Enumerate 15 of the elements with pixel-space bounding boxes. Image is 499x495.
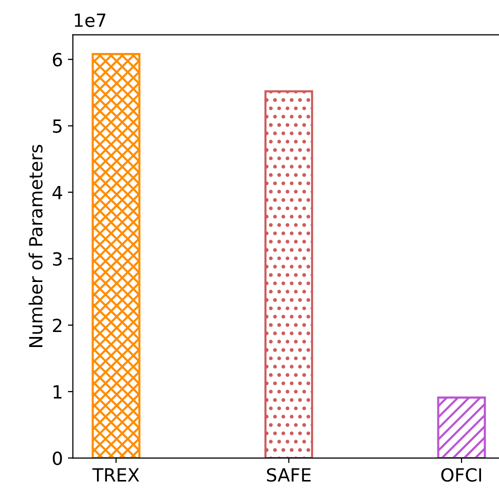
- x-tick-label: SAFE: [267, 468, 311, 482]
- bar: [264, 90, 314, 458]
- x-tick-label: OFCI: [441, 468, 482, 482]
- text: 1e7: [74, 14, 106, 28]
- y-axis-title: Number of Parameters: [28, 144, 43, 348]
- y-tick-label: 5: [53, 120, 62, 133]
- y-tick-label: 0: [52, 451, 62, 466]
- y-tick-label: 4: [52, 186, 62, 200]
- bar: [437, 396, 486, 458]
- x-tick-label: TREX: [92, 468, 140, 482]
- y-tick-label: 1: [54, 385, 62, 398]
- y-tick-label: 6: [52, 52, 62, 66]
- y-tick-label: 3: [53, 252, 62, 266]
- y-tick-label: 2: [52, 318, 62, 332]
- bar: [92, 53, 140, 458]
